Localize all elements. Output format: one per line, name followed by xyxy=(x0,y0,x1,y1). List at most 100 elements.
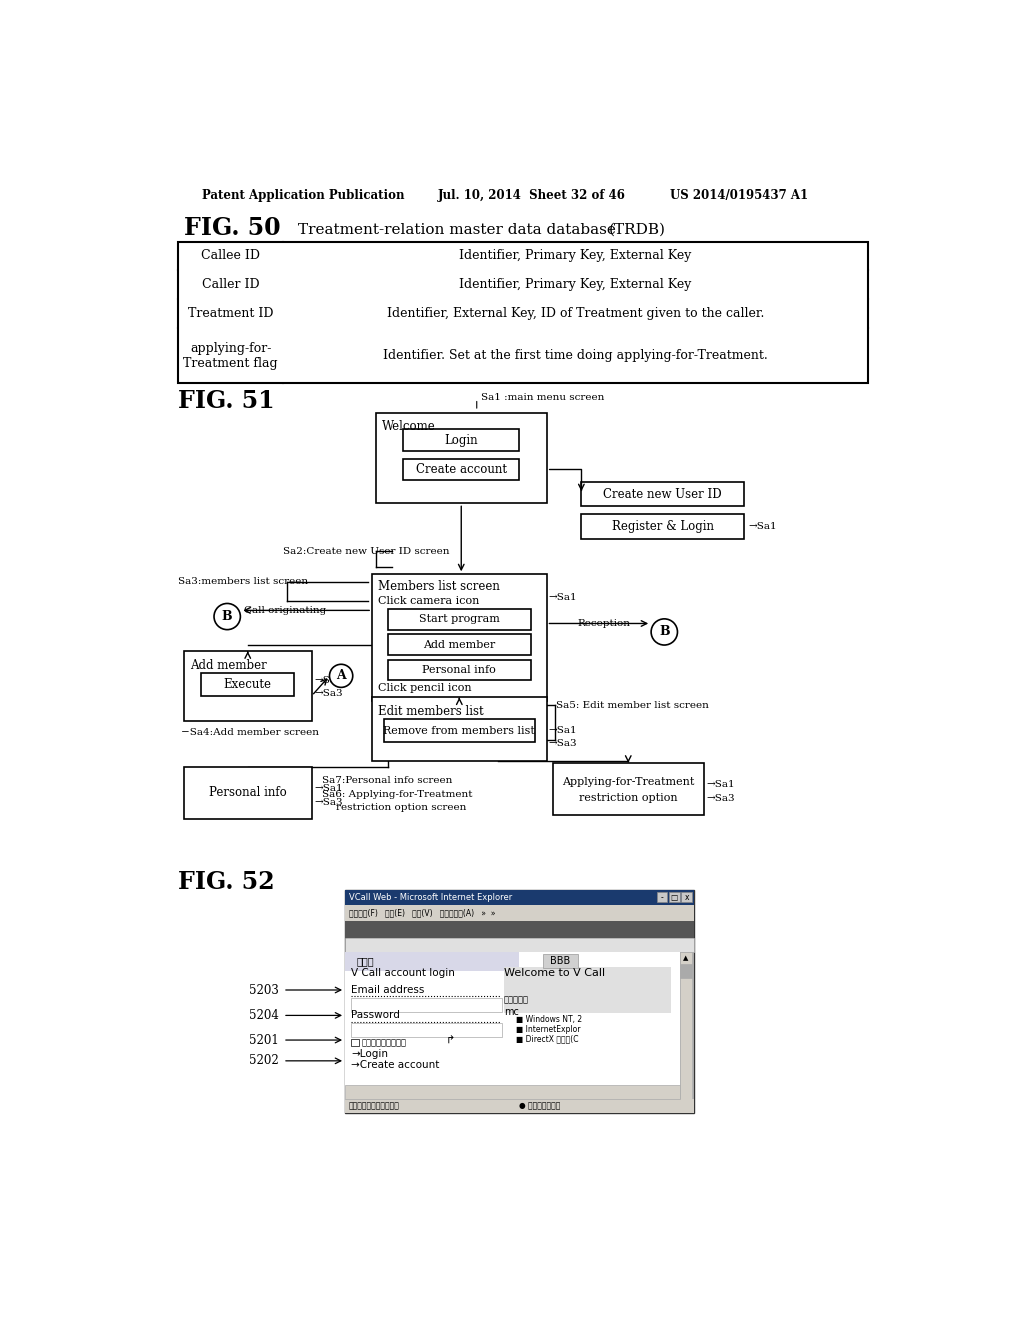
Bar xyxy=(345,890,693,1113)
Bar xyxy=(345,937,693,952)
Text: Login: Login xyxy=(444,434,478,446)
Text: ログインを登録する: ログインを登録する xyxy=(362,1038,408,1047)
Text: Identifier, External Key, ID of Treatment given to the caller.: Identifier, External Key, ID of Treatmen… xyxy=(387,306,764,319)
Bar xyxy=(202,673,294,696)
Text: Execute: Execute xyxy=(223,677,271,690)
Bar xyxy=(351,998,503,1011)
Bar xyxy=(680,952,692,1100)
Text: ■ InternetExplor: ■ InternetExplor xyxy=(515,1024,580,1034)
Text: (TRDB): (TRDB) xyxy=(608,223,666,238)
Text: Identifier. Set at the first time doing applying-for-Treatment.: Identifier. Set at the first time doing … xyxy=(383,348,768,362)
Bar xyxy=(681,892,692,903)
Text: Welcome: Welcome xyxy=(382,420,436,433)
Text: −Sa4:Add member screen: −Sa4:Add member screen xyxy=(180,727,318,737)
Text: Jul. 10, 2014  Sheet 32 of 46: Jul. 10, 2014 Sheet 32 of 46 xyxy=(438,189,626,202)
Bar xyxy=(345,952,519,970)
Text: ■ Windows NT, 2: ■ Windows NT, 2 xyxy=(515,1015,582,1024)
Text: →Sa1: →Sa1 xyxy=(314,676,343,685)
Text: FIG. 50: FIG. 50 xyxy=(183,215,281,240)
Text: Register & Login: Register & Login xyxy=(611,520,714,533)
Bar xyxy=(372,697,547,760)
Text: →Sa1: →Sa1 xyxy=(549,726,578,735)
Text: Personal info: Personal info xyxy=(423,665,497,675)
Text: applying-for-
Treatment flag: applying-for- Treatment flag xyxy=(183,342,278,370)
Text: Treatment-relation master data database: Treatment-relation master data database xyxy=(299,223,616,238)
Text: →Sa1: →Sa1 xyxy=(314,784,343,793)
Text: Add member: Add member xyxy=(190,659,266,672)
Text: Sa6: Applying-for-Treatment: Sa6: Applying-for-Treatment xyxy=(322,789,472,799)
Text: x: x xyxy=(684,894,689,902)
Text: 5203: 5203 xyxy=(249,983,280,997)
Text: 必要な掴像: 必要な掴像 xyxy=(504,995,528,1005)
Text: FIG. 52: FIG. 52 xyxy=(178,870,275,894)
Text: Remove from members list: Remove from members list xyxy=(383,726,536,735)
Text: Treatment ID: Treatment ID xyxy=(188,306,273,319)
Bar xyxy=(403,459,519,480)
Text: Sa5: Edit member list screen: Sa5: Edit member list screen xyxy=(556,701,709,710)
Bar xyxy=(388,609,531,630)
Text: FIG. 51: FIG. 51 xyxy=(178,389,275,413)
Text: Identifier, Primary Key, External Key: Identifier, Primary Key, External Key xyxy=(460,249,692,263)
Text: Applying-for-Treatment: Applying-for-Treatment xyxy=(562,777,694,787)
Text: Sa2:Create new User ID screen: Sa2:Create new User ID screen xyxy=(283,546,450,556)
Bar xyxy=(345,952,680,1100)
Bar xyxy=(183,651,311,721)
Text: Password: Password xyxy=(351,1010,400,1020)
Text: ● インターネット: ● インターネット xyxy=(519,1102,561,1110)
Text: →Sa3: →Sa3 xyxy=(314,797,343,807)
Text: V Call account login: V Call account login xyxy=(351,968,455,978)
Bar xyxy=(680,952,692,964)
Text: ↱: ↱ xyxy=(445,1036,455,1045)
Text: →Sa3: →Sa3 xyxy=(314,689,343,698)
Text: Welcome to V Call: Welcome to V Call xyxy=(504,968,605,978)
Text: B: B xyxy=(222,610,232,623)
Text: US 2014/0195437 A1: US 2014/0195437 A1 xyxy=(671,189,809,202)
Text: restriction option screen: restriction option screen xyxy=(336,803,466,812)
Bar xyxy=(376,413,547,503)
Bar xyxy=(582,482,744,507)
Circle shape xyxy=(330,664,352,688)
Text: →Sa1: →Sa1 xyxy=(549,593,578,602)
Bar xyxy=(553,763,703,816)
Bar xyxy=(345,1085,680,1100)
Text: BBB: BBB xyxy=(550,956,569,966)
Text: 5204: 5204 xyxy=(249,1008,280,1022)
Bar xyxy=(351,1023,503,1038)
Bar xyxy=(403,429,519,451)
Text: Email address: Email address xyxy=(351,985,425,995)
Bar xyxy=(582,515,744,539)
Text: Create new User ID: Create new User ID xyxy=(603,487,722,500)
Text: 5201: 5201 xyxy=(250,1034,280,1047)
Text: 5202: 5202 xyxy=(250,1055,280,1068)
Bar xyxy=(178,242,868,383)
Text: →Sa1: →Sa1 xyxy=(707,780,735,789)
Text: Personal info: Personal info xyxy=(209,787,287,800)
Text: ファイル(F)   編集(E)   表示(V)   お気に入り(A)   »  »: ファイル(F) 編集(E) 表示(V) お気に入り(A) » » xyxy=(349,908,496,917)
Text: Members list screen: Members list screen xyxy=(378,579,500,593)
Bar xyxy=(345,1100,693,1113)
Bar xyxy=(656,892,668,903)
Text: Sa1 :main menu screen: Sa1 :main menu screen xyxy=(480,392,604,401)
Text: ページが表示されました: ページが表示されました xyxy=(349,1102,399,1110)
Bar xyxy=(372,574,547,701)
Text: ■ DirectX 以上で(C: ■ DirectX 以上で(C xyxy=(515,1035,578,1044)
Text: →Sa1: →Sa1 xyxy=(748,521,776,531)
Text: restriction option: restriction option xyxy=(579,793,678,804)
Bar xyxy=(504,966,671,1014)
Text: Sa3:members list screen: Sa3:members list screen xyxy=(178,577,308,586)
Bar xyxy=(345,890,693,906)
Text: Callee ID: Callee ID xyxy=(201,249,260,263)
Text: →Sa3: →Sa3 xyxy=(549,739,578,748)
Bar xyxy=(388,660,531,681)
Bar xyxy=(384,719,535,742)
Circle shape xyxy=(214,603,241,630)
Text: □: □ xyxy=(671,894,678,902)
Bar xyxy=(669,892,680,903)
Text: Click pencil icon: Click pencil icon xyxy=(378,684,472,693)
Bar xyxy=(183,767,311,818)
Text: Start program: Start program xyxy=(419,614,500,624)
Text: ▲: ▲ xyxy=(683,954,689,961)
Bar xyxy=(543,954,578,968)
Bar xyxy=(388,635,531,655)
Text: VCall Web - Microsoft Internet Explorer: VCall Web - Microsoft Internet Explorer xyxy=(349,894,512,902)
